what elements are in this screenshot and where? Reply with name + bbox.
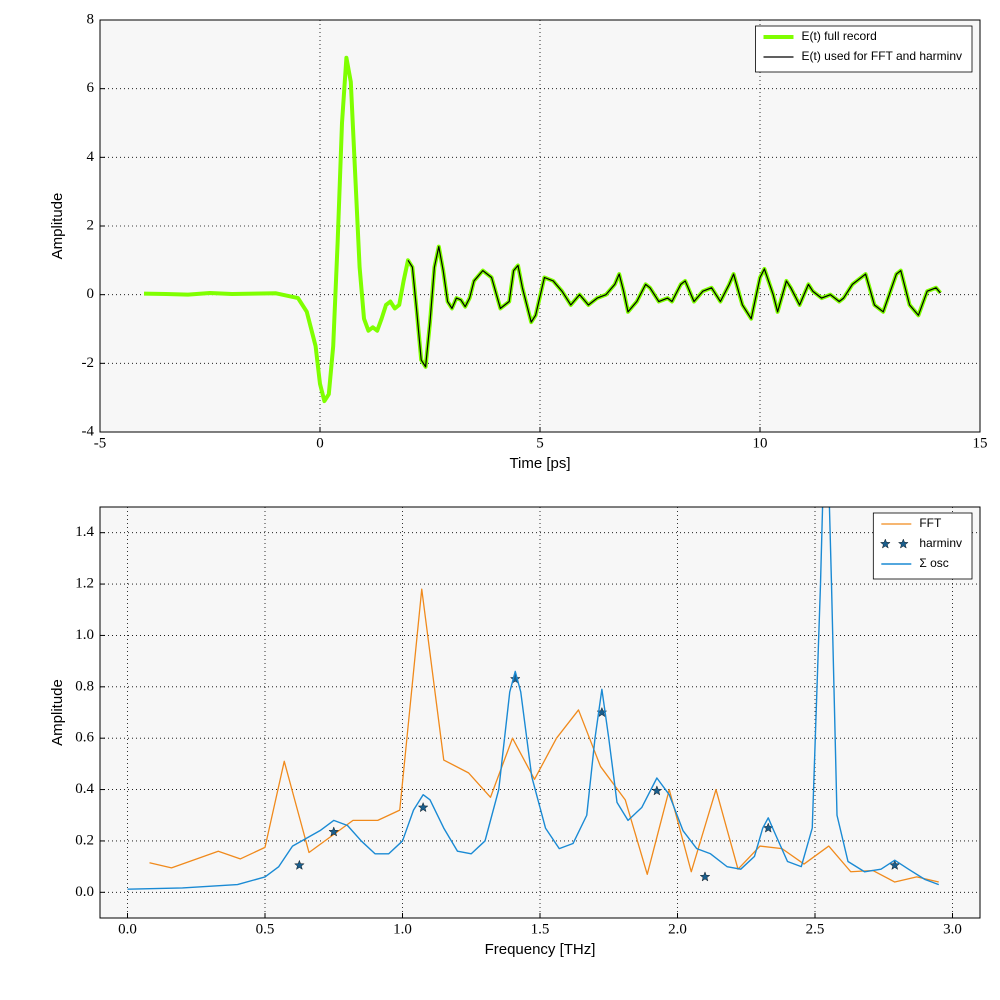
x-axis-label: Frequency [THz]: [485, 941, 596, 958]
x-axis-label: Time [ps]: [509, 455, 570, 472]
y-tick-label: 1.0: [75, 627, 94, 643]
y-tick-label: 0: [87, 286, 95, 302]
axes-frame: [99, 19, 981, 433]
y-tick-label: 0.4: [75, 781, 94, 797]
legend-label: E(t) used for FFT and harminv: [802, 49, 963, 63]
y-tick-label: 0.6: [75, 730, 94, 746]
legend: E(t) full record E(t) used for FFT and ha…: [755, 25, 973, 73]
x-tick-label: 15: [973, 435, 988, 451]
x-tick-label: 2.0: [668, 921, 687, 937]
legend-marker: [880, 538, 891, 549]
y-tick-label: 1.4: [75, 524, 94, 540]
legend: FFT harminv Σ osc: [872, 512, 973, 580]
x-tick-label: 0.5: [256, 921, 275, 937]
x-tick-label: -5: [94, 435, 107, 451]
series-line: [127, 507, 939, 890]
plot-marks: [127, 507, 939, 890]
x-tick-label: 1.0: [393, 921, 412, 937]
harminv-point: [294, 859, 305, 870]
legend-label: Σ osc: [919, 556, 948, 570]
harminv-point: [699, 871, 711, 882]
legend-marker: [898, 538, 909, 549]
plot-marks: [143, 55, 942, 404]
x-tick-label: 10: [753, 435, 768, 451]
y-tick-label: 0.2: [75, 832, 94, 848]
harminv-point: [328, 826, 340, 837]
legend-box: [755, 25, 973, 73]
y-tick-label: 0.8: [75, 678, 94, 694]
y-axis-label: Amplitude: [49, 679, 66, 746]
x-tick-label: 3.0: [943, 921, 962, 937]
x-tick-label: 0.0: [118, 921, 137, 937]
y-axis-label: Amplitude: [49, 193, 66, 260]
y-tick-label: 4: [87, 149, 95, 165]
legend-label: E(t) full record: [802, 29, 877, 43]
x-tick-label: 2.5: [806, 921, 825, 937]
axes-frame: [99, 506, 981, 919]
harminv-point: [651, 785, 663, 796]
harminv-point: [417, 801, 429, 813]
harminv-point: [509, 673, 521, 684]
y-tick-label: 0.0: [75, 884, 94, 900]
harminv-point: [889, 859, 901, 870]
y-tick-label: 8: [87, 11, 95, 27]
x-tick-label: 1.5: [531, 921, 550, 937]
series-line: [149, 588, 939, 883]
y-tick-label: -4: [82, 423, 95, 439]
series-line: [407, 246, 941, 368]
y-tick-label: 6: [87, 80, 95, 96]
x-tick-label: 0: [316, 435, 324, 451]
legend-label: FFT: [919, 516, 942, 530]
y-tick-label: -2: [82, 355, 95, 371]
y-tick-label: 2: [87, 217, 95, 233]
legend-label: harminv: [919, 536, 962, 550]
x-tick-label: 5: [536, 435, 544, 451]
y-tick-label: 1.2: [75, 576, 94, 592]
